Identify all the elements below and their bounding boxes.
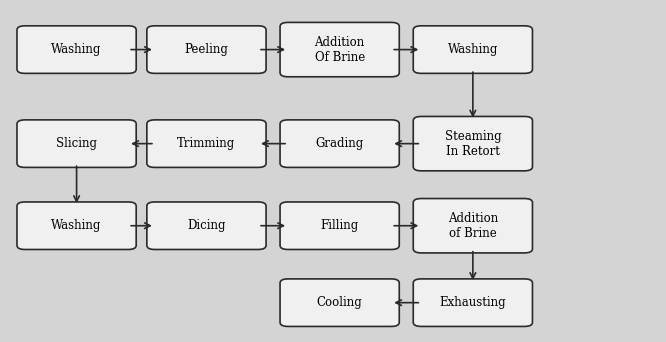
Text: Slicing: Slicing <box>56 137 97 150</box>
Text: Peeling: Peeling <box>184 43 228 56</box>
FancyBboxPatch shape <box>280 23 399 77</box>
FancyBboxPatch shape <box>280 120 399 168</box>
Text: Addition
Of Brine: Addition Of Brine <box>314 36 365 64</box>
FancyBboxPatch shape <box>17 26 137 74</box>
Text: Filling: Filling <box>320 219 359 232</box>
FancyBboxPatch shape <box>413 117 532 171</box>
FancyBboxPatch shape <box>147 120 266 168</box>
Text: Washing: Washing <box>448 43 498 56</box>
Text: Washing: Washing <box>51 219 102 232</box>
FancyBboxPatch shape <box>17 120 137 168</box>
Text: Addition
of Brine: Addition of Brine <box>448 212 498 240</box>
FancyBboxPatch shape <box>413 198 532 253</box>
FancyBboxPatch shape <box>17 202 137 250</box>
Text: Steaming
In Retort: Steaming In Retort <box>444 130 501 158</box>
Text: Grading: Grading <box>316 137 364 150</box>
FancyBboxPatch shape <box>413 279 532 326</box>
Text: Dicing: Dicing <box>187 219 226 232</box>
Text: Washing: Washing <box>51 43 102 56</box>
FancyBboxPatch shape <box>413 26 532 74</box>
Text: Cooling: Cooling <box>317 296 362 309</box>
Text: Exhausting: Exhausting <box>440 296 506 309</box>
FancyBboxPatch shape <box>147 26 266 74</box>
FancyBboxPatch shape <box>280 202 399 250</box>
FancyBboxPatch shape <box>147 202 266 250</box>
FancyBboxPatch shape <box>280 279 399 326</box>
Text: Trimming: Trimming <box>177 137 236 150</box>
